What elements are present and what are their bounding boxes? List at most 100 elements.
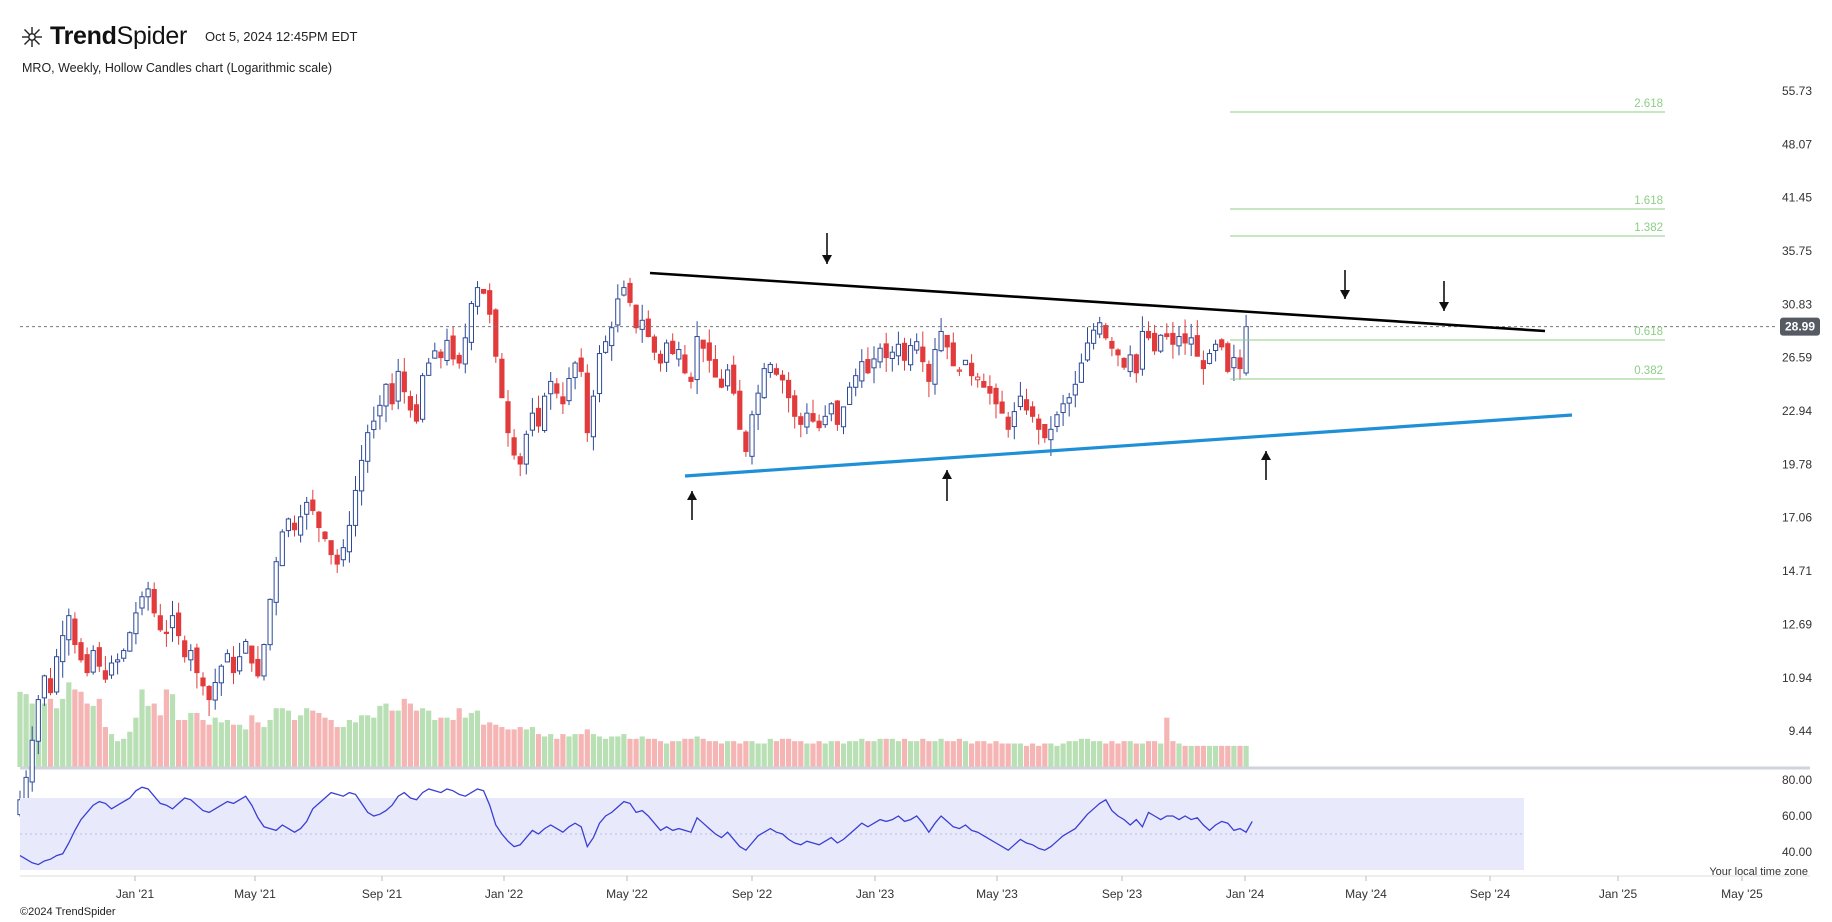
volume-bar [420,708,426,767]
volume-bar [688,738,694,767]
volume-bar [505,729,511,767]
candle-body [96,647,102,667]
volume-bar [993,741,999,767]
volume-bar [1152,741,1158,767]
candle-body [389,383,395,405]
candle [1091,323,1097,350]
candle-body [474,287,481,307]
candle-body [633,304,639,329]
candle [950,332,956,367]
candle [1054,411,1060,433]
candle [395,358,401,410]
candle-body [615,298,621,326]
volume-bar [322,717,328,767]
candle [975,372,981,388]
volume-bar [1182,745,1188,767]
volume-bar [645,738,651,767]
candle [1103,322,1109,341]
volume-bar [279,708,285,767]
x-tick-label: Jan '23 [856,887,895,901]
volume-bar [1011,743,1017,767]
volume-bar [432,720,438,767]
candle-body [285,518,291,532]
volume-bar [1103,743,1109,767]
candle [456,352,462,369]
candle [261,643,267,681]
candle-body [1145,330,1152,339]
spider-logo-icon [22,26,42,47]
candle [914,333,920,354]
volume-bar [700,738,706,767]
x-tick-label: Sep '23 [1102,887,1143,901]
candle [72,612,78,654]
up-arrow [1261,451,1271,480]
candle-body [29,739,35,783]
candle [700,339,706,363]
candle-body [560,396,566,405]
candle-body [462,337,468,365]
volume-bar [615,736,621,767]
volume-bar [871,741,877,767]
price-tick-label: 55.73 [1782,84,1812,98]
volume-bar [779,738,786,767]
volume-bar [1237,745,1243,767]
candle [682,345,688,375]
volume-bar [840,743,847,767]
volume-bar [444,717,450,767]
candle [615,284,621,333]
volume-bar [66,682,72,767]
candle-body [78,642,84,661]
candle-body [395,370,401,402]
candle [298,504,304,543]
volume-bar [999,743,1005,767]
candle-body [725,369,731,387]
chart-subtitle: MRO, Weekly, Hollow Candles chart (Logar… [22,61,333,75]
candle-body [822,415,828,426]
candle [865,347,871,375]
candle-body [206,685,212,701]
candle-body [517,456,523,465]
candle-body [956,369,962,372]
candle [29,726,35,792]
candle-body [731,364,737,394]
volume-bar [230,724,237,767]
x-tick-label: May '25 [1721,887,1763,901]
candle [176,602,182,645]
volume-bar [1030,743,1036,767]
x-tick-label: Jan '24 [1226,887,1265,901]
candle [1017,381,1023,411]
candle [1115,348,1121,367]
volume-bar [743,741,749,767]
candle-body [481,288,487,294]
candle-body [1152,332,1158,352]
volume-bar [304,708,310,767]
volume-bar [1023,745,1030,767]
candle [987,375,993,405]
candle-body [444,339,450,361]
candle [1109,336,1115,357]
candle [285,517,291,538]
brand-name: TrendSpider [50,22,188,50]
candle [560,382,566,414]
candle-body [1091,329,1097,344]
candle-body [407,396,413,411]
candle [981,373,987,388]
candle-body [1084,342,1091,361]
candle [645,310,651,338]
candle [725,364,731,391]
down-arrow-head [822,255,832,264]
candle-body [621,287,627,296]
up-arrow [942,470,952,501]
candle-body [352,489,359,526]
volume-bar [1127,741,1133,767]
volume-bar [847,741,853,767]
volume-bar [1054,745,1060,767]
candle [420,372,426,423]
volume-bar [529,727,535,767]
candle-body [35,699,41,742]
volume-bar [517,727,523,767]
volume-bar [359,715,365,767]
x-tick-label: May '21 [234,887,276,901]
candle-body [914,341,920,351]
